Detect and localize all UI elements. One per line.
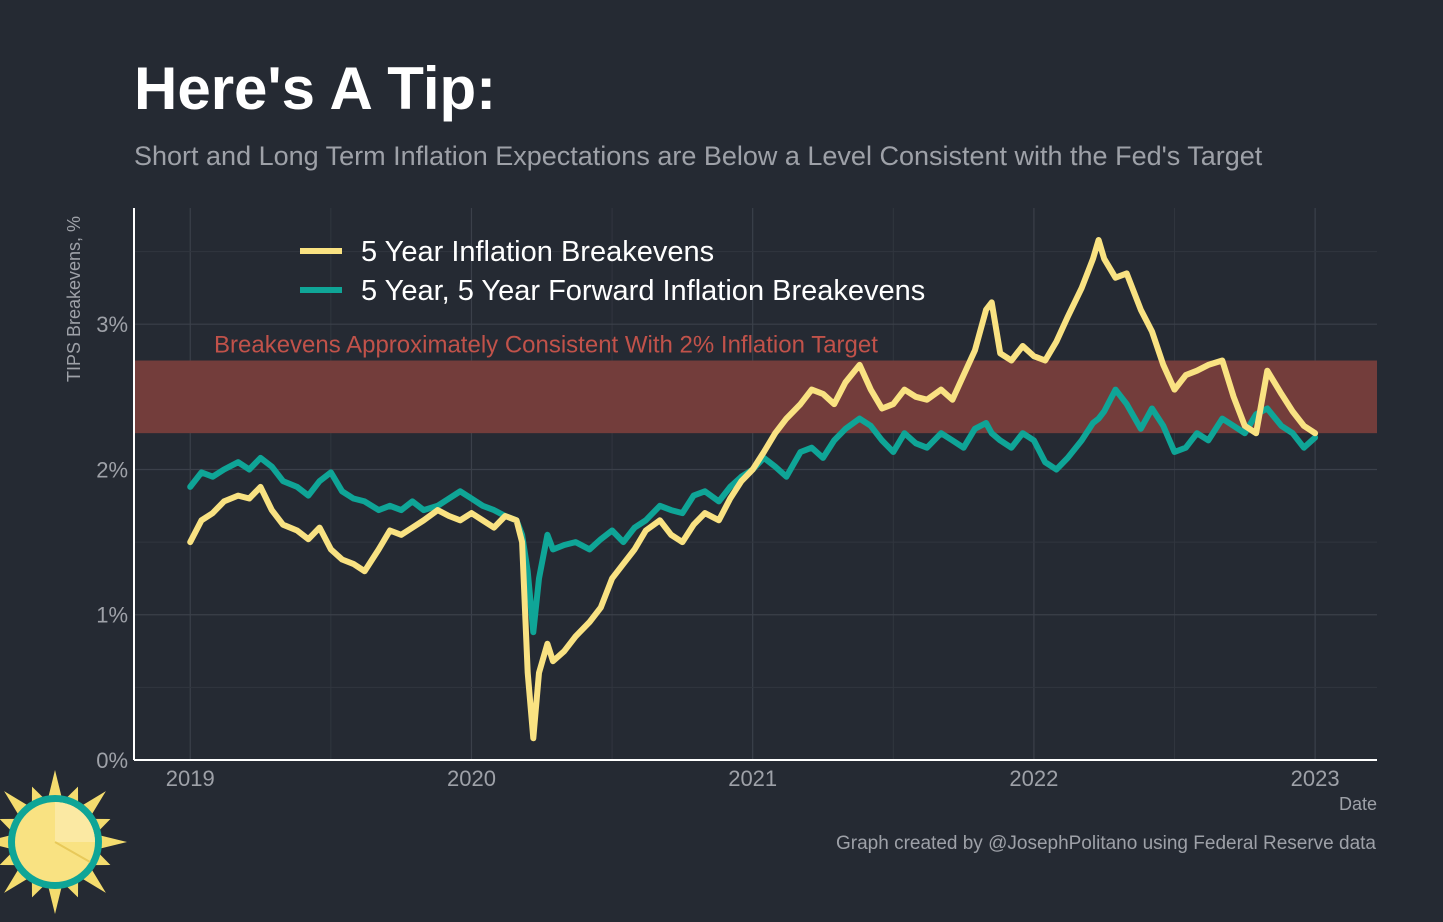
y-tick-label: 0%: [96, 748, 128, 773]
sun-logo-icon: [0, 770, 127, 914]
legend-label-5y5y: 5 Year, 5 Year Forward Inflation Breakev…: [361, 275, 925, 307]
legend: 5 Year Inflation Breakevens 5 Year, 5 Ye…: [300, 236, 925, 307]
y-tick-label: 3%: [96, 312, 128, 337]
y-tick-label: 2%: [96, 457, 128, 482]
y-tick-label: 1%: [96, 603, 128, 628]
y-axis-title: TIPS Breakevens, %: [64, 216, 84, 382]
x-tick-label: 2020: [447, 766, 496, 791]
source-caption: Graph created by @JosephPolitano using F…: [836, 833, 1376, 854]
series-layer: [187, 237, 1319, 742]
x-tick-label: 2023: [1291, 766, 1340, 791]
sun-ray: [48, 770, 62, 799]
axis-layer: 2019 2020 2021 2022 2023 0% 1% 2% 3%: [96, 208, 1377, 791]
x-axis-title: Date: [1339, 794, 1377, 814]
legend-label-5y: 5 Year Inflation Breakevens: [361, 236, 714, 268]
x-tick-label: 2019: [166, 766, 215, 791]
grid-layer: [134, 208, 1377, 761]
target-band-label: Breakevens Approximately Consistent With…: [214, 332, 878, 359]
series-line-0: [187, 237, 1319, 742]
x-tick-label: 2022: [1009, 766, 1058, 791]
sun-ray: [48, 885, 62, 914]
chart-subtitle: Short and Long Term Inflation Expectatio…: [134, 141, 1263, 171]
x-tick-label: 2021: [728, 766, 777, 791]
chart-title: Here's A Tip:: [134, 55, 497, 122]
sun-ray: [98, 835, 127, 849]
